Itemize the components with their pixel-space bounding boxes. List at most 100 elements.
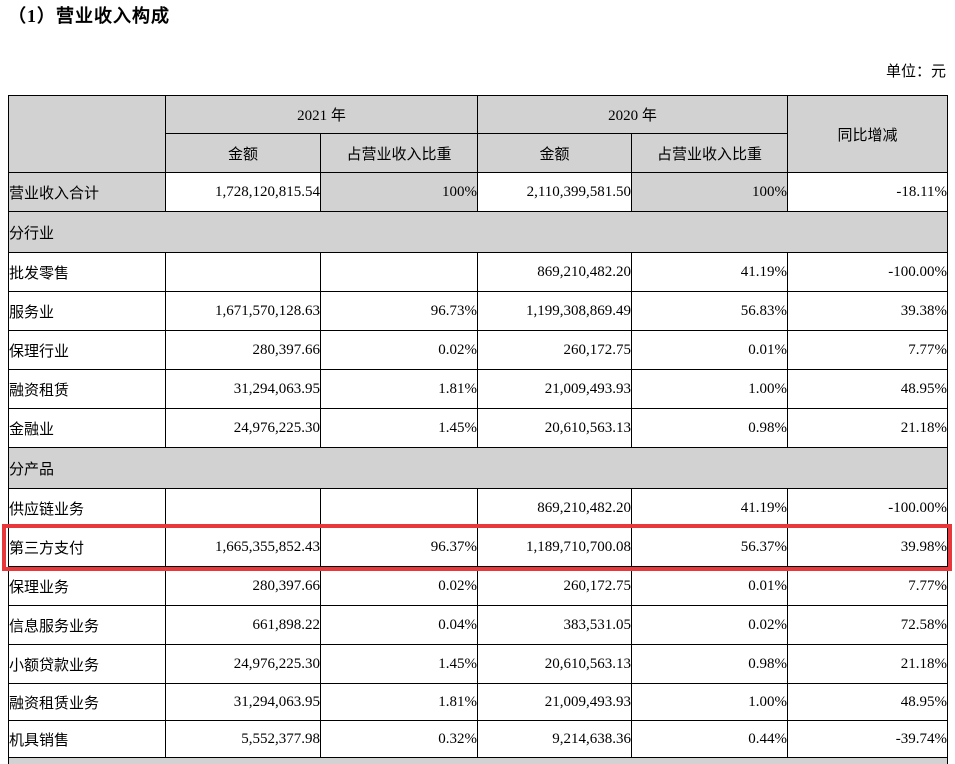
row-label-cell: 融资租赁 [8,369,166,409]
amount-2021-cell: 661,898.22 [165,605,321,645]
share-2021-cell: 96.37% [319,527,479,567]
amount-2021-cell: 24,976,225.30 [165,408,321,448]
yoy-cell: 39.98% [787,527,949,567]
amount-2021-cell [165,488,321,528]
header-row-measures: 金额 占营业收入比重 金额 占营业收入比重 [9,133,948,173]
share-2020-cell: 0.98% [631,644,789,684]
row-label-cell: 供应链业务 [8,488,166,528]
share-2020-cell: 0.02% [631,605,789,645]
share-2020-cell: 1.00% [631,369,789,409]
share-2020-cell: 56.37% [631,527,789,567]
row-label-cell: 小额贷款业务 [8,644,166,684]
table-row: 保理业务 280,397.66 0.02% 260,172.75 0.01% 7… [8,566,949,606]
amount-2020-cell: 20,610,563.13 [477,408,633,448]
amount-2020-cell: 260,172.75 [477,566,633,606]
amount-2020-header: 金额 [477,133,633,173]
row-label-cell: 批发零售 [8,252,166,292]
share-2020-cell: 41.19% [631,488,789,528]
share-2020-cell: 56.83% [631,291,789,331]
share-2021-cell: 0.04% [319,605,479,645]
table-row: 批发零售 869,210,482.20 41.19% -100.00% [8,252,949,292]
share-2020-cell: 1.00% [631,683,789,721]
corner-header-cell [8,95,166,173]
amount-2020-cell: 2,110,399,581.50 [477,172,633,212]
share-2021-cell: 1.45% [319,644,479,684]
table-row: 供应链业务 869,210,482.20 41.19% -100.00% [8,488,949,528]
amount-2020-cell: 1,199,308,869.49 [477,291,633,331]
table-row: 小额贷款业务 24,976,225.30 1.45% 20,610,563.13… [8,644,949,684]
yoy-cell: 21.18% [787,644,949,684]
partial-row-cell [7,757,949,764]
share-2021-cell: 1.81% [319,369,479,409]
row-label-cell: 保理业务 [8,566,166,606]
share-2021-cell [319,488,479,528]
amount-2021-cell: 1,671,570,128.63 [165,291,321,331]
section-label-cell: 分产品 [7,447,949,489]
share-2021-cell: 0.02% [319,566,479,606]
amount-2021-cell: 5,552,377.98 [165,720,321,758]
yoy-cell: -100.00% [787,252,949,292]
section-row-product: 分产品 [7,447,949,489]
yoy-cell: 48.95% [787,369,949,409]
row-label-cell: 服务业 [8,291,166,331]
amount-2021-cell: 280,397.66 [165,330,321,370]
row-label-cell: 营业收入合计 [8,172,166,212]
yoy-cell: -18.11% [787,172,949,212]
amount-2020-cell: 21,009,493.93 [477,683,633,721]
table-row-total: 营业收入合计 1,728,120,815.54 100% 2,110,399,5… [8,172,949,212]
amount-2021-cell: 24,976,225.30 [165,644,321,684]
yoy-cell: 7.77% [787,330,949,370]
revenue-composition-table: 2021 年 2020 年 同比增减 金额 占营业收入比重 金额 占营业收入比重… [7,95,949,764]
row-label-cell: 机具销售 [8,720,166,758]
share-2020-header: 占营业收入比重 [631,133,789,173]
yoy-header: 同比增减 [787,95,949,173]
share-2021-cell: 100% [319,172,479,212]
section-row-industry: 分行业 [7,211,949,253]
amount-2020-cell: 1,189,710,700.08 [477,527,633,567]
amount-2020-cell: 869,210,482.20 [477,252,633,292]
amount-2020-cell: 260,172.75 [477,330,633,370]
share-2020-cell: 0.44% [631,720,789,758]
row-label-cell: 金融业 [8,408,166,448]
share-2021-cell: 96.73% [319,291,479,331]
amount-2021-cell: 1,665,355,852.43 [165,527,321,567]
share-2020-cell: 41.19% [631,252,789,292]
share-2021-cell [319,252,479,292]
share-2020-cell: 0.98% [631,408,789,448]
highlighted-row: 第三方支付 1,665,355,852.43 96.37% 1,189,710,… [8,527,949,567]
yoy-cell: 72.58% [787,605,949,645]
yoy-cell: 39.38% [787,291,949,331]
share-2021-cell: 1.45% [319,408,479,448]
amount-2020-cell: 21,009,493.93 [477,369,633,409]
share-2020-cell: 100% [631,172,789,212]
amount-2020-cell: 869,210,482.20 [477,488,633,528]
page-title: （1）营业收入构成 [8,6,170,26]
amount-2021-cell: 31,294,063.95 [165,369,321,409]
year-2020-header: 2020 年 [477,95,789,134]
row-label-cell: 第三方支付 [8,527,166,567]
yoy-cell: 48.95% [787,683,949,721]
table-row: 机具销售 5,552,377.98 0.32% 9,214,638.36 0.4… [8,720,949,758]
amount-2020-cell: 383,531.05 [477,605,633,645]
table-row: 融资租赁业务 31,294,063.95 1.81% 21,009,493.93… [8,683,949,721]
share-2021-cell: 1.81% [319,683,479,721]
section-label-cell: 分行业 [7,211,949,253]
header-row-years: 2021 年 2020 年 同比增减 [8,95,949,173]
yoy-cell: -39.74% [787,720,949,758]
yoy-cell: -100.00% [787,488,949,528]
row-label-cell: 信息服务业务 [8,605,166,645]
amount-2020-cell: 20,610,563.13 [477,644,633,684]
amount-2021-cell [165,252,321,292]
unit-label: 单位：元 [885,64,946,80]
share-2020-cell: 0.01% [631,330,789,370]
amount-2021-cell: 1,728,120,815.54 [165,172,321,212]
table-row: 服务业 1,671,570,128.63 96.73% 1,199,308,86… [8,291,949,331]
share-2021-cell: 0.32% [319,720,479,758]
table-row: 金融业 24,976,225.30 1.45% 20,610,563.13 0.… [8,408,949,448]
table-row: 信息服务业务 661,898.22 0.04% 383,531.05 0.02%… [8,605,949,645]
amount-2020-cell: 9,214,638.36 [477,720,633,758]
share-2021-header: 占营业收入比重 [319,133,479,173]
yoy-cell: 21.18% [787,408,949,448]
amount-2021-header: 金额 [165,133,321,173]
